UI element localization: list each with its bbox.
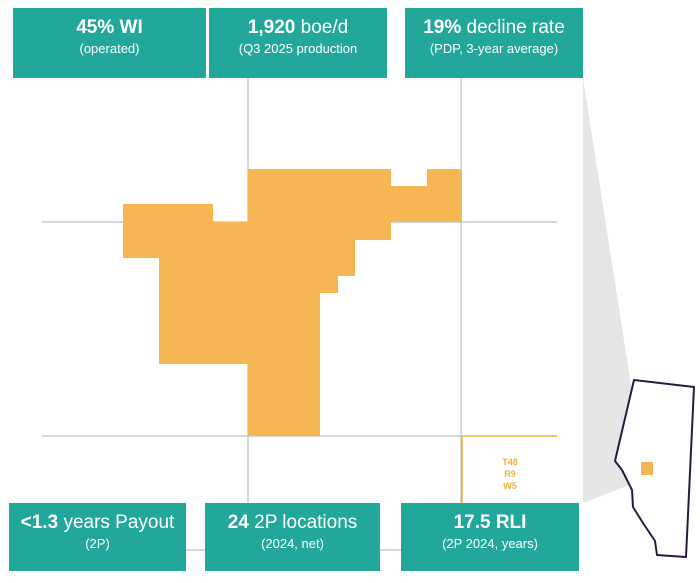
inset-callout-wedge: [583, 78, 655, 503]
stat-subtitle: (operated): [79, 41, 140, 56]
stat-subtitle: (2024, net): [261, 536, 324, 551]
property-location-marker: [641, 462, 653, 475]
stat-value: 45%: [76, 17, 115, 38]
stat-value: 24: [227, 512, 249, 533]
stat-payout: <1.3 years Payout (2P): [9, 503, 186, 571]
stat-production: 1,920 boe/d (Q3 2025 production: [209, 8, 387, 78]
stat-subtitle: (2P): [85, 536, 110, 551]
stat-unit: boe/d: [300, 17, 349, 38]
township-label-r: R9: [504, 469, 516, 479]
stat-value: <1.3: [20, 512, 59, 533]
stat-value: 19%: [423, 17, 462, 38]
stat-subtitle: (PDP, 3-year average): [429, 41, 559, 56]
stat-unit: years Payout: [63, 512, 175, 533]
land-holding-area: [123, 169, 462, 436]
alberta-province-outline-icon: [614, 379, 695, 558]
stat-unit: 2P locations: [254, 512, 358, 533]
township-boundary: [461, 435, 557, 503]
stat-unit: RLI: [495, 512, 527, 533]
township-label-w: W5: [503, 481, 517, 491]
stat-subtitle: (Q3 2025 production: [238, 41, 358, 56]
stat-subtitle: (2P 2024, years): [442, 536, 538, 551]
stat-value: 17.5: [453, 512, 491, 533]
stat-unit: WI: [119, 17, 143, 38]
stat-decline-rate: 19% decline rate (PDP, 3-year average): [405, 8, 583, 78]
stat-working-interest: 45% WI (operated): [13, 8, 206, 78]
stat-rli: 17.5 RLI (2P 2024, years): [401, 503, 579, 571]
stat-value: 1,920: [247, 17, 296, 38]
stat-locations: 24 2P locations (2024, net): [205, 503, 380, 571]
stat-unit: decline rate: [466, 17, 565, 38]
township-label-t: T48: [502, 457, 518, 467]
